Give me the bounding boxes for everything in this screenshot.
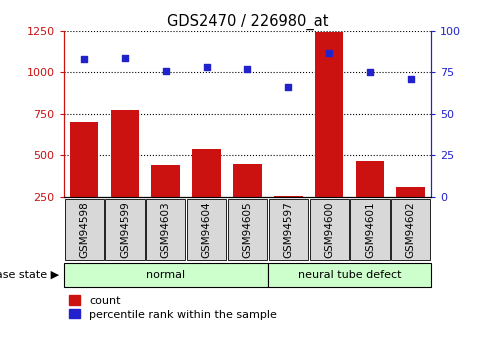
Text: GSM94605: GSM94605 — [243, 201, 252, 258]
Point — [325, 50, 333, 55]
FancyBboxPatch shape — [310, 199, 349, 260]
Point — [162, 68, 170, 73]
Bar — [192, 149, 221, 197]
FancyBboxPatch shape — [105, 199, 145, 260]
Point — [80, 57, 88, 62]
FancyBboxPatch shape — [269, 199, 308, 260]
Point — [284, 85, 292, 90]
FancyBboxPatch shape — [268, 264, 431, 287]
Point — [121, 55, 129, 60]
Text: GSM94600: GSM94600 — [324, 201, 334, 258]
Title: GDS2470 / 226980_at: GDS2470 / 226980_at — [167, 13, 328, 30]
Text: normal: normal — [146, 270, 185, 279]
Bar — [151, 165, 180, 197]
Text: GSM94599: GSM94599 — [120, 201, 130, 258]
FancyBboxPatch shape — [228, 199, 267, 260]
Point — [203, 65, 211, 70]
Point — [407, 76, 415, 82]
Text: GSM94602: GSM94602 — [406, 201, 416, 258]
FancyBboxPatch shape — [350, 199, 390, 260]
Text: GSM94597: GSM94597 — [283, 201, 294, 258]
FancyBboxPatch shape — [391, 199, 430, 260]
Text: GSM94598: GSM94598 — [79, 201, 89, 258]
Text: GSM94601: GSM94601 — [365, 201, 375, 258]
Bar — [111, 110, 139, 197]
FancyBboxPatch shape — [187, 199, 226, 260]
Text: GSM94604: GSM94604 — [201, 201, 212, 258]
Bar — [315, 32, 343, 197]
FancyBboxPatch shape — [146, 199, 185, 260]
Text: GSM94603: GSM94603 — [161, 201, 171, 258]
Bar — [356, 161, 384, 197]
Point — [244, 66, 251, 72]
Bar — [396, 187, 425, 197]
FancyBboxPatch shape — [65, 199, 104, 260]
Legend: count, percentile rank within the sample: count, percentile rank within the sample — [69, 295, 277, 319]
Bar — [70, 122, 98, 197]
Bar — [233, 164, 262, 197]
Point — [366, 70, 374, 75]
FancyBboxPatch shape — [64, 264, 268, 287]
Text: neural tube defect: neural tube defect — [298, 270, 401, 279]
Text: disease state ▶: disease state ▶ — [0, 270, 59, 280]
Bar — [274, 196, 303, 197]
